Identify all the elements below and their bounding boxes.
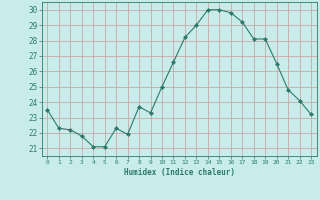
X-axis label: Humidex (Indice chaleur): Humidex (Indice chaleur) xyxy=(124,168,235,177)
